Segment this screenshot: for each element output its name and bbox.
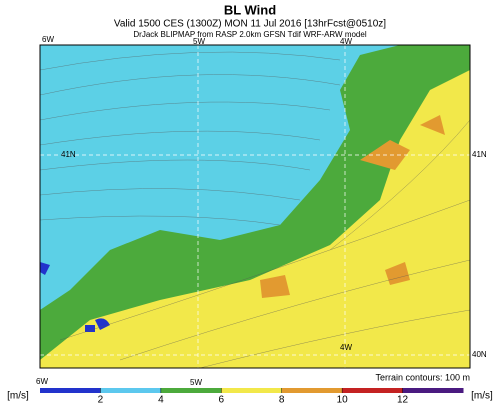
colorbar-segment (221, 388, 283, 393)
colorbar-segment (281, 388, 343, 393)
streamlines (39, 51, 471, 369)
map-frame (39, 44, 471, 369)
colorbar-tick-label: 12 (397, 395, 409, 406)
colorbar: 2 4 6 8 10 12 (40, 388, 464, 406)
blue-spot (40, 262, 110, 332)
valid-time: Valid 1500 CES (1300Z) MON 11 Jul 2016 [… (114, 19, 386, 30)
colorbar-tick-label: 6 (219, 395, 225, 406)
colorbar-tick-label: 10 (337, 395, 349, 406)
lon-label: 5W (190, 378, 202, 387)
lat-label: 41N (61, 150, 76, 159)
terrain-note: Terrain contours: 100 m (375, 372, 470, 382)
colorbar-unit: [m/s] (471, 391, 493, 402)
colorbar-tick-label: 8 (279, 395, 285, 406)
lon-label: 6W (36, 377, 48, 386)
lon-label: 4W (340, 343, 352, 352)
lon-label: 6W (42, 35, 54, 44)
lon-label: 5W (193, 37, 205, 46)
title: BL Wind (224, 2, 276, 17)
lat-label: 40N (472, 350, 487, 359)
colorbar-tick-label: 2 (98, 395, 104, 406)
colorbar-segment (100, 388, 162, 393)
colorbar-segment (402, 388, 464, 393)
lat-label: 41N (472, 150, 487, 159)
map-area (39, 44, 471, 369)
model-info: DrJack BLIPMAP from RASP 2.0km GFSN Tdif… (133, 30, 366, 39)
graticule (40, 45, 470, 368)
colorbar-segment (342, 388, 404, 393)
orange-zone (260, 115, 445, 298)
colorbar-unit: [m/s] (7, 391, 29, 402)
colorbar-segment (40, 388, 101, 393)
yellow-zone (40, 70, 470, 368)
colorbar-tick-label: 4 (158, 395, 164, 406)
colorbar-segment (160, 388, 222, 393)
lon-label: 4W (340, 37, 352, 46)
